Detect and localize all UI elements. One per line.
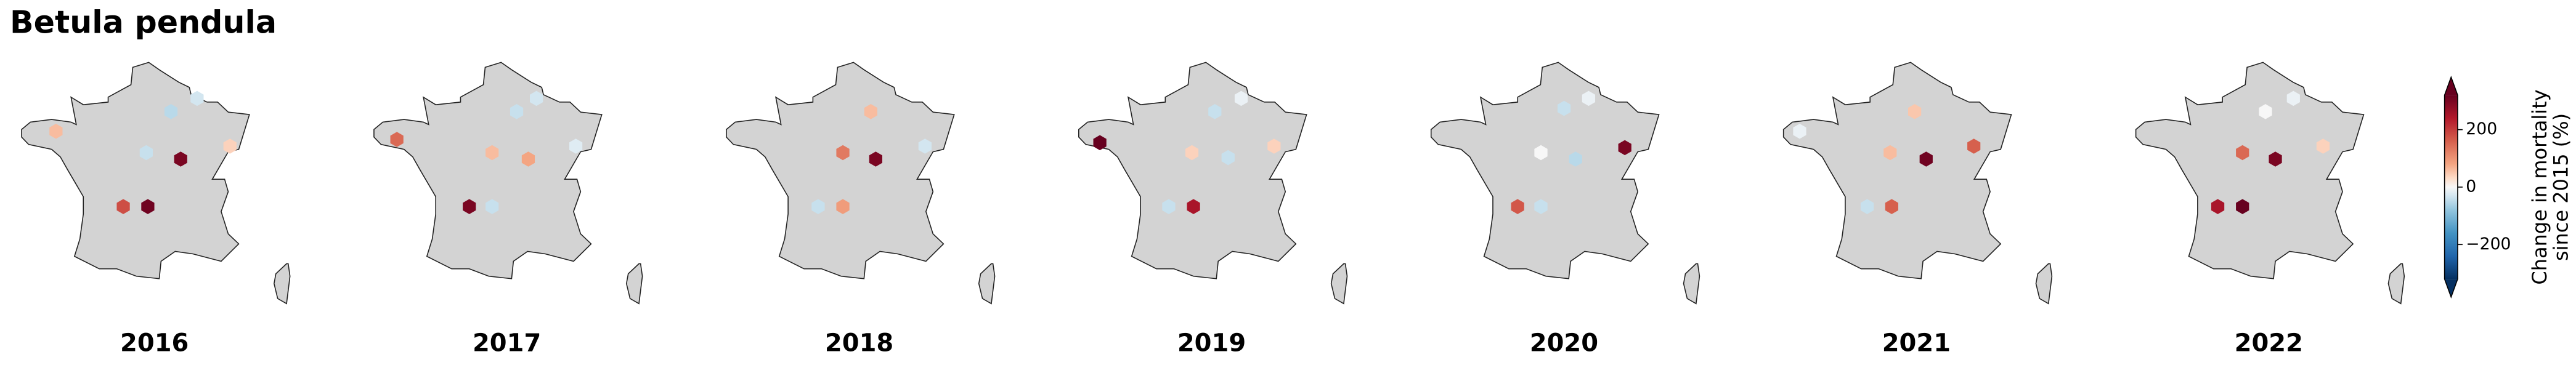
- hexagon: [174, 151, 187, 167]
- map-panel: 2017: [373, 62, 643, 358]
- map-panel: 2022: [2135, 62, 2405, 358]
- panel-title: 2017: [473, 329, 541, 358]
- map-panel: 2016: [21, 62, 291, 358]
- map-panel: 2018: [726, 62, 996, 358]
- hexagon: [869, 151, 882, 167]
- hexagon: [510, 104, 524, 119]
- country-outline: [726, 62, 955, 279]
- hexagon: [569, 138, 583, 154]
- panel-title: 2019: [1177, 329, 1246, 358]
- hexagon: [864, 104, 877, 119]
- hexagon: [1234, 90, 1248, 106]
- hexagon: [2236, 199, 2249, 214]
- island-outline: [274, 263, 291, 305]
- hexagon: [1557, 100, 1571, 116]
- hexagon: [1582, 90, 1596, 106]
- colorbar-frame: [2444, 75, 2458, 299]
- hexagon: [116, 199, 130, 214]
- hexagon: [1618, 140, 1631, 156]
- hexagon: [1534, 145, 1548, 161]
- hexagon: [1885, 199, 1898, 214]
- figure-title: Betula pendula: [10, 4, 277, 40]
- hexagon: [836, 199, 850, 214]
- hexagon: [1221, 150, 1235, 166]
- country-outline: [1078, 62, 1307, 279]
- colorbar: [2444, 95, 2458, 279]
- island-outline: [978, 263, 996, 305]
- hexagon: [836, 145, 850, 161]
- country-outline: [373, 62, 603, 279]
- map-panel: 2021: [1782, 62, 2053, 358]
- country-outline: [21, 62, 250, 279]
- island-outline: [2035, 263, 2053, 305]
- colorbar-tick-label: 200: [2466, 119, 2497, 138]
- hexagon: [530, 90, 543, 106]
- island-outline: [2387, 263, 2405, 305]
- hexagon: [1185, 145, 1199, 161]
- colorbar-extend-max: [2444, 77, 2458, 95]
- hexagon: [49, 123, 63, 139]
- hexagon: [141, 199, 155, 214]
- country-outline: [2135, 62, 2365, 279]
- hexagon: [1187, 199, 1200, 214]
- panel-title: 2018: [825, 329, 893, 358]
- hexagon: [139, 145, 153, 161]
- island-outline: [1683, 263, 1700, 305]
- island-outline: [1330, 263, 1348, 305]
- panel-title: 2020: [1530, 329, 1598, 358]
- hexagon: [2236, 145, 2249, 161]
- hexagon: [390, 132, 404, 147]
- hexagon: [486, 145, 499, 161]
- panel-title: 2016: [120, 329, 189, 358]
- colorbar-label: Change in mortality: [2528, 89, 2551, 284]
- hexagon: [1511, 199, 1524, 214]
- country-outline: [1430, 62, 1660, 279]
- island-outline: [625, 263, 643, 305]
- hexagon: [1908, 104, 1922, 119]
- hexagon: [1967, 138, 1981, 154]
- hexagon: [1093, 135, 1107, 151]
- hexagon: [1267, 138, 1281, 154]
- hexagon: [1208, 104, 1222, 119]
- hexagon: [521, 151, 535, 167]
- colorbar-label: since 2015 (%): [2550, 113, 2573, 261]
- hexagon: [463, 199, 476, 214]
- hexagon: [486, 199, 499, 214]
- hexagon: [1569, 151, 1582, 167]
- map-panel: 2020: [1430, 62, 1700, 358]
- hexagon: [811, 199, 825, 214]
- colorbar-tick-label: −200: [2466, 235, 2511, 254]
- hexagon: [1919, 151, 1933, 167]
- map-panel: 2019: [1078, 62, 1348, 358]
- hexagon: [2259, 104, 2272, 119]
- hexagon: [2316, 138, 2330, 154]
- country-outline: [1782, 62, 2012, 279]
- hexagon: [918, 138, 932, 154]
- hexagon: [2286, 90, 2300, 106]
- panel-title: 2022: [2235, 329, 2303, 358]
- colorbar-extend-min: [2444, 279, 2458, 297]
- hexagon: [2269, 151, 2282, 167]
- hexagon: [223, 138, 237, 154]
- hexagon: [1793, 123, 1806, 139]
- hexagon: [2211, 199, 2225, 214]
- hexagon: [164, 104, 178, 119]
- hexagon: [1860, 199, 1874, 214]
- hexagon: [1883, 145, 1897, 161]
- hexagon: [1162, 199, 1176, 214]
- hexagon: [1534, 199, 1548, 214]
- panel-title: 2021: [1882, 329, 1951, 358]
- hexagon: [190, 90, 204, 106]
- colorbar-tick-label: 0: [2466, 177, 2476, 196]
